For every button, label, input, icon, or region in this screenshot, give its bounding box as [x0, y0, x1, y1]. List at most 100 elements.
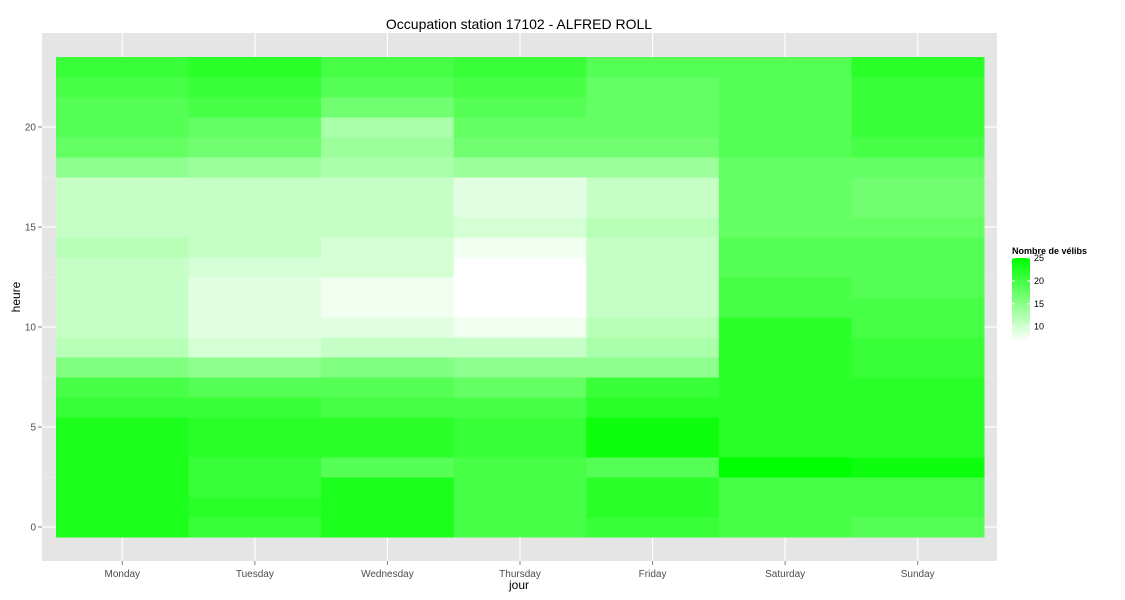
legend-color-step [1012, 314, 1030, 318]
heatmap-cell [188, 157, 322, 178]
heatmap-cell [718, 477, 852, 498]
y-tick-label: 15 [25, 223, 37, 234]
heatmap-cell [188, 437, 322, 458]
legend-color-step [1012, 305, 1030, 309]
heatmap-cell [56, 437, 190, 458]
heatmap-cell [718, 397, 852, 418]
heatmap-cell [718, 497, 852, 518]
heatmap-cell [851, 397, 985, 418]
legend-color-step [1012, 301, 1030, 305]
heatmap-cell [56, 497, 190, 518]
legend-color-step [1012, 331, 1030, 335]
heatmap-cell [718, 157, 852, 178]
heatmap-cell [188, 277, 322, 298]
legend-color-step [1012, 297, 1030, 300]
legend-color-step [1012, 271, 1030, 274]
heatmap-cell [851, 77, 985, 98]
heatmap-cell [586, 197, 720, 218]
legend-color-step [1012, 321, 1030, 324]
heatmap-cell [586, 297, 720, 318]
legend-color-step [1012, 266, 1030, 270]
y-axis: 0 5 10 15 20 [25, 123, 42, 534]
heatmap-cell [188, 57, 322, 78]
heatmap-cell [188, 497, 322, 518]
heatmap-cell [321, 517, 455, 538]
heatmap-cell [586, 237, 720, 258]
heatmap-cell [453, 217, 587, 238]
x-tick-label: Saturday [765, 569, 805, 580]
y-axis-title: heure [9, 281, 23, 312]
heatmap-cell [851, 517, 985, 538]
heatmap-cell [321, 277, 455, 298]
heatmap-cell [586, 477, 720, 498]
heatmap-cell [453, 117, 587, 138]
heatmap-cell [321, 257, 455, 278]
heatmap-cell [188, 97, 322, 118]
heatmap-cell [586, 397, 720, 418]
legend-color-step [1012, 338, 1030, 342]
y-tick-label: 0 [30, 523, 36, 534]
heatmap-cell [188, 217, 322, 238]
heatmap-cell [56, 417, 190, 438]
heatmap-cell [718, 437, 852, 458]
heatmap-cell [586, 337, 720, 358]
heatmap-cell [453, 457, 587, 478]
legend-color-step [1012, 284, 1030, 287]
x-axis-title: jour [508, 578, 529, 592]
heatmap-cell [453, 77, 587, 98]
y-tick-label: 10 [25, 323, 37, 334]
heatmap-cell [851, 497, 985, 518]
heatmap-cell [851, 257, 985, 278]
heatmap-cell [718, 77, 852, 98]
legend-color-step [1012, 294, 1030, 298]
heatmap-cell [188, 357, 322, 378]
heatmap-cell [586, 57, 720, 78]
heatmap-cell [321, 377, 455, 398]
heatmap-cell [321, 457, 455, 478]
heatmap-cell [321, 317, 455, 338]
heatmap-cell [851, 197, 985, 218]
heatmap-cell [718, 57, 852, 78]
legend-color-step [1012, 292, 1030, 296]
heatmap-cell [718, 117, 852, 138]
heatmap-cell [586, 417, 720, 438]
heatmap-cell [586, 257, 720, 278]
legend-color-step [1012, 310, 1030, 313]
heatmap-cell [586, 217, 720, 238]
heatmap-cell [851, 457, 985, 478]
legend-color-step [1012, 308, 1030, 311]
heatmap-cell [453, 477, 587, 498]
heatmap-cell [851, 337, 985, 358]
heatmap-cell [453, 417, 587, 438]
heatmap-cell [188, 337, 322, 358]
heatmap-cell [851, 417, 985, 438]
heatmap-cell [188, 417, 322, 438]
heatmap-cell [718, 217, 852, 238]
heatmap-cell [321, 397, 455, 418]
heatmap-cell [586, 97, 720, 118]
heatmap-cell [453, 437, 587, 458]
heatmap-cell [453, 177, 587, 198]
legend-label: 20 [1034, 276, 1044, 286]
heatmap-cell [586, 377, 720, 398]
heatmap-cell [188, 297, 322, 318]
heatmap-cell [188, 197, 322, 218]
heatmap-cell [453, 297, 587, 318]
heatmap-cell [586, 497, 720, 518]
heatmap-cell [851, 357, 985, 378]
heatmap-cell [851, 377, 985, 398]
heatmap-cell [718, 297, 852, 318]
legend-color-step [1012, 325, 1030, 329]
heatmap-cell [586, 437, 720, 458]
legend-color-step [1012, 258, 1030, 261]
heatmap-cell [851, 237, 985, 258]
heatmap-cell [321, 217, 455, 238]
heatmap-cell [56, 77, 190, 98]
legend-color-step [1012, 273, 1030, 276]
legend-color-step [1012, 323, 1030, 327]
heatmap-cell [851, 277, 985, 298]
legend-color-step [1012, 288, 1030, 292]
heatmap-cell [321, 497, 455, 518]
legend-color-step [1012, 318, 1030, 322]
heatmap-cell [188, 77, 322, 98]
